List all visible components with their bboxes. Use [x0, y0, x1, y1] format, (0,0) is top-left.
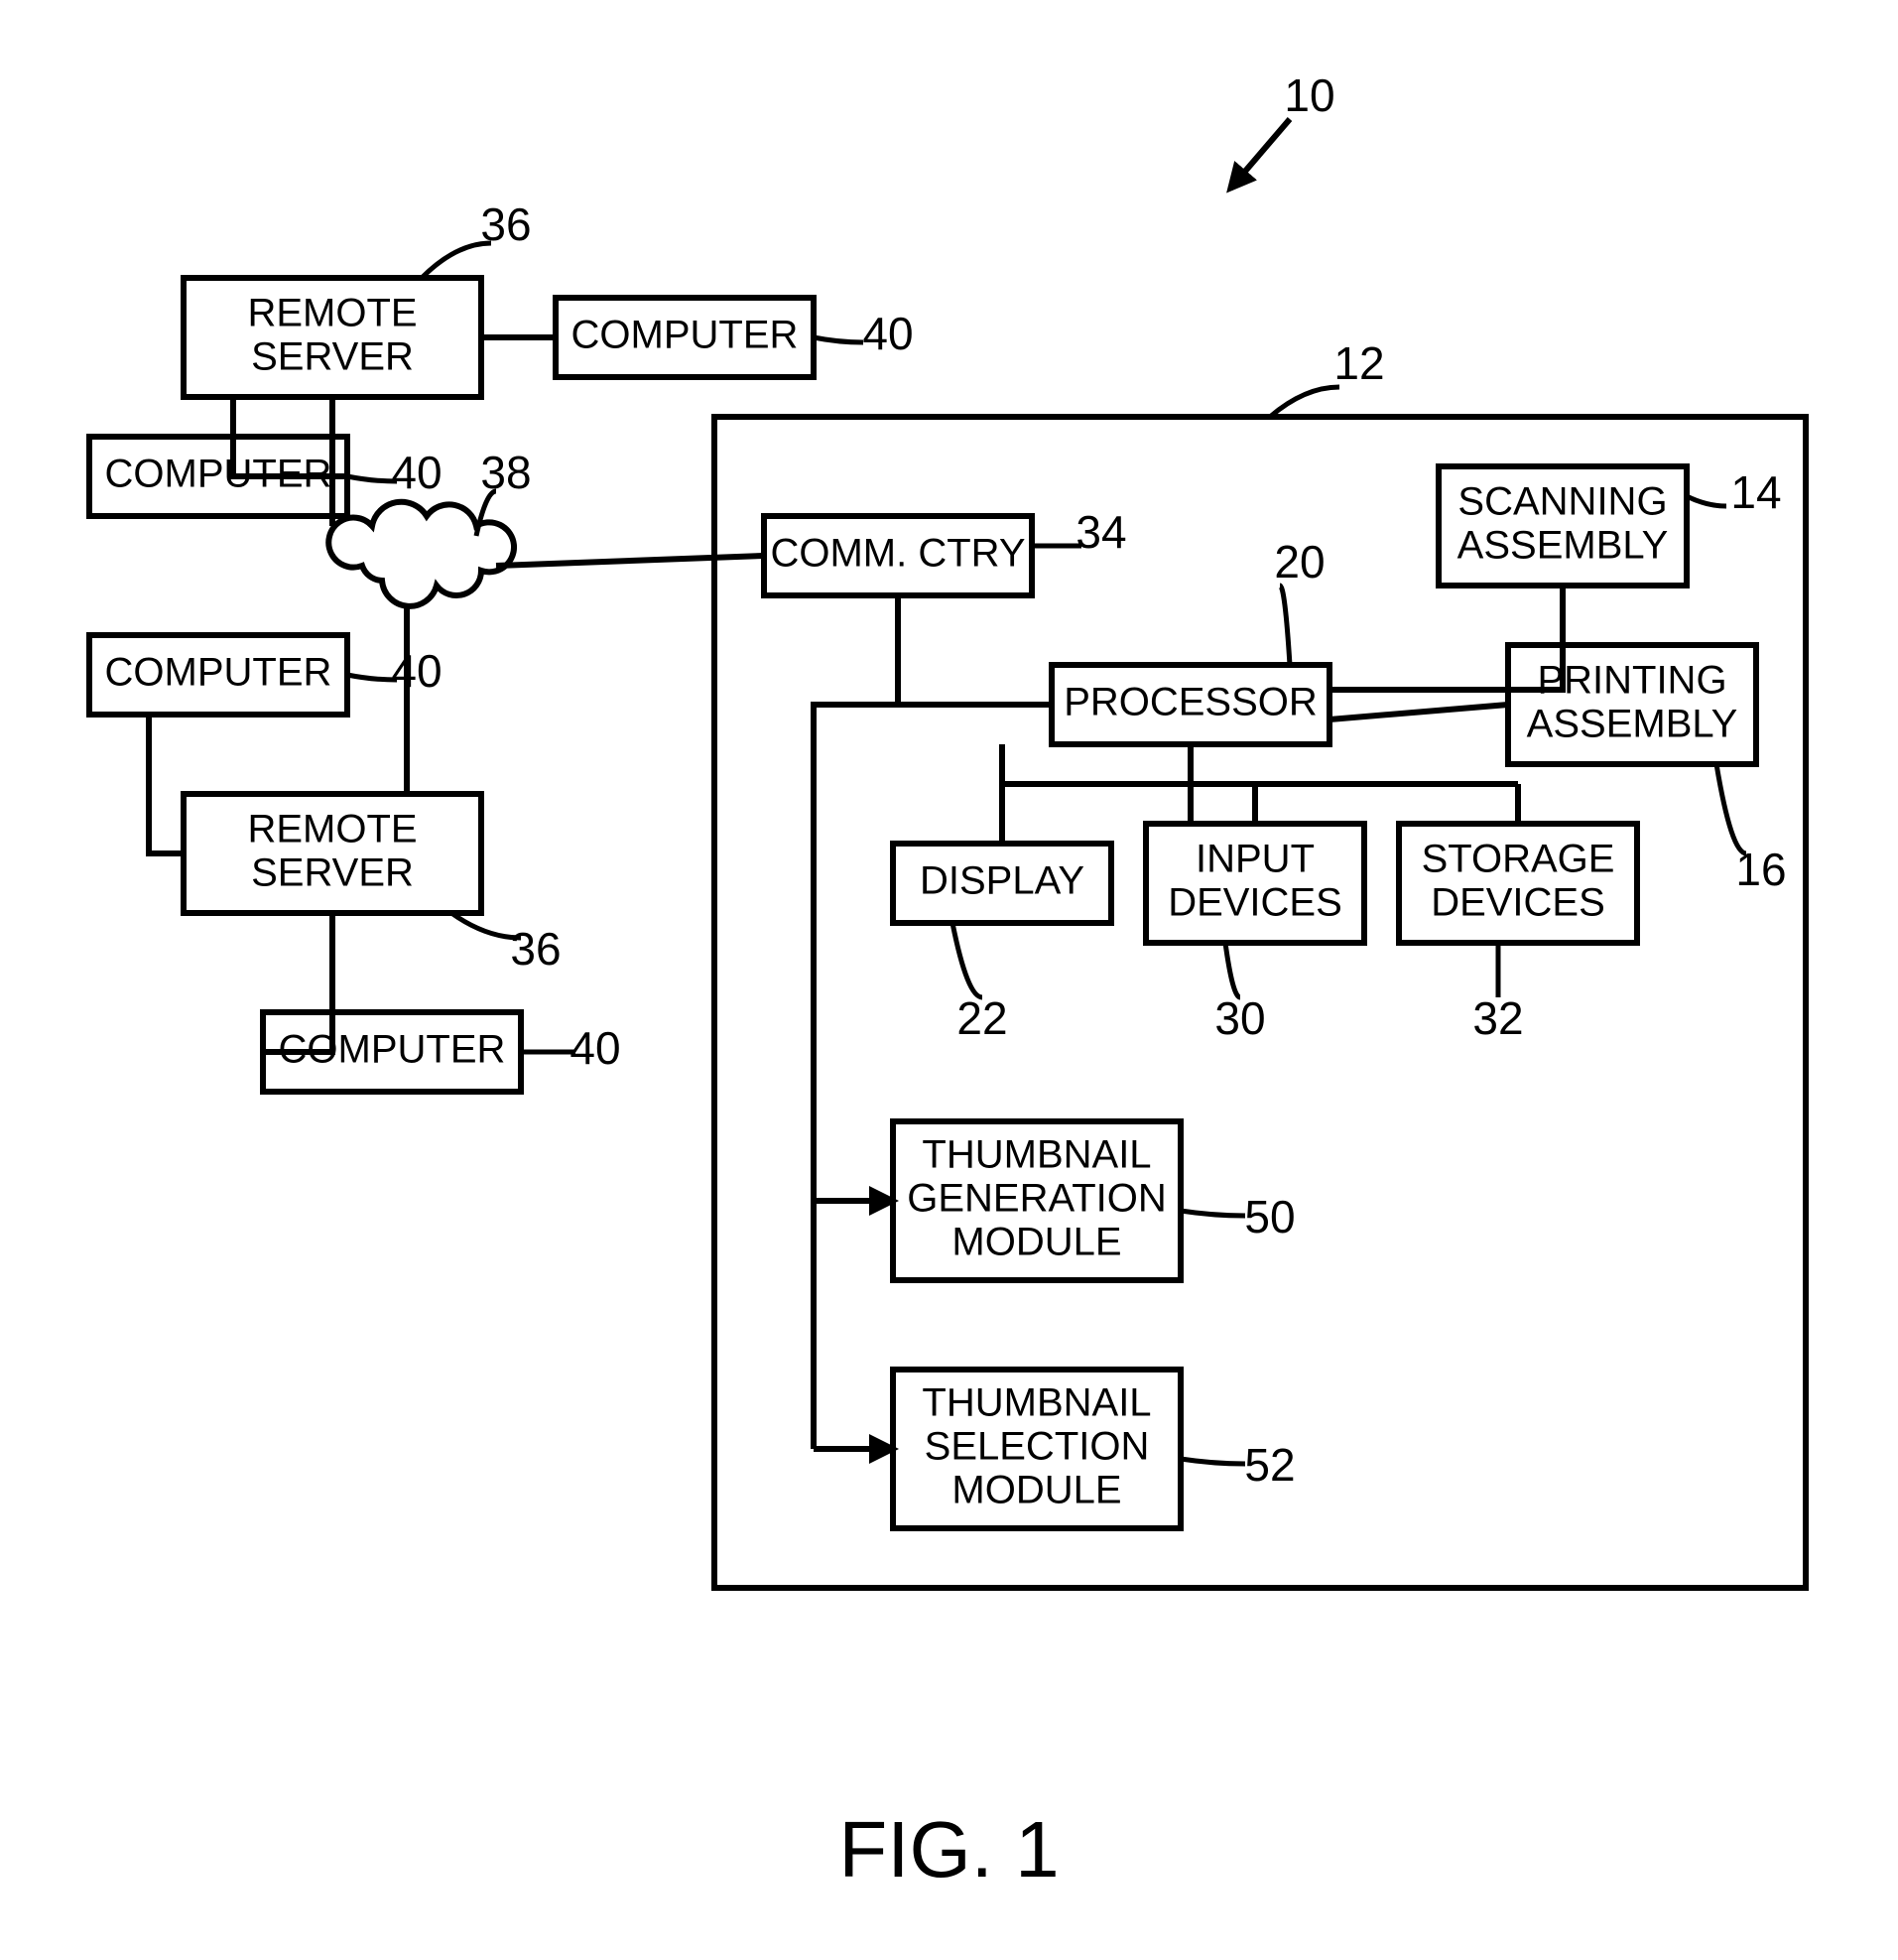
ref-32: 32 — [1472, 992, 1523, 1044]
ref-10: 10 — [1284, 69, 1334, 121]
ref-16: 16 — [1735, 844, 1786, 895]
ref-leader — [1181, 1211, 1245, 1216]
figure-1: REMOTESERVERCOMPUTERCOMPUTERCOMPUTERREMO… — [0, 0, 1898, 1960]
network-cloud — [328, 502, 514, 606]
ref-36: 36 — [510, 923, 561, 975]
remoteServer1-label: REMOTE — [247, 292, 417, 335]
ref-50: 50 — [1244, 1191, 1295, 1242]
printing-label: PRINTING — [1537, 659, 1726, 703]
ref-12: 12 — [1333, 337, 1384, 389]
ref-leader — [814, 337, 863, 342]
thumbGen-label: THUMBNAIL — [922, 1133, 1151, 1177]
remoteServer1-label: SERVER — [251, 335, 414, 379]
computerC-label: COMPUTER — [105, 651, 332, 695]
ref-30: 30 — [1214, 992, 1265, 1044]
connector — [496, 556, 764, 566]
connector — [1329, 705, 1508, 719]
ref-arrow-10 — [1230, 119, 1290, 189]
thumbSel-label: THUMBNAIL — [922, 1381, 1151, 1425]
storageDev-label: STORAGE — [1422, 838, 1615, 881]
ref-52: 52 — [1244, 1439, 1295, 1491]
ref-38: 38 — [480, 447, 531, 498]
processor-label: PROCESSOR — [1064, 681, 1318, 724]
ref-leader — [1225, 943, 1240, 997]
ref-leader — [1270, 387, 1339, 417]
ref-22: 22 — [956, 992, 1007, 1044]
scanning-label: SCANNING — [1457, 480, 1667, 524]
ref-40: 40 — [391, 447, 442, 498]
ref-leader — [952, 923, 982, 997]
thumbGen-label: MODULE — [951, 1221, 1121, 1264]
ref-leader — [1181, 1459, 1245, 1464]
ref-leader — [1687, 496, 1726, 506]
ref-leader — [347, 476, 397, 481]
connector — [898, 595, 1052, 705]
figure-caption: FIG. 1 — [838, 1805, 1059, 1894]
printing-label: ASSEMBLY — [1527, 703, 1738, 746]
thumbGen-label: GENERATION — [907, 1177, 1167, 1221]
display-label: DISPLAY — [920, 859, 1084, 903]
inputDev-label: INPUT — [1196, 838, 1315, 881]
thumbSel-label: MODULE — [951, 1469, 1121, 1512]
ref-14: 14 — [1730, 466, 1781, 518]
ref-36: 36 — [480, 198, 531, 250]
ref-leader — [1716, 764, 1746, 853]
ref-34: 34 — [1076, 506, 1126, 558]
ref-leader — [347, 675, 397, 680]
remoteServer2-label: REMOTE — [247, 808, 417, 851]
ref-20: 20 — [1274, 536, 1325, 588]
ref-40: 40 — [391, 645, 442, 697]
connector — [149, 715, 184, 853]
inputDev-label: DEVICES — [1168, 881, 1342, 925]
storageDev-label: DEVICES — [1431, 881, 1605, 925]
scanning-label: ASSEMBLY — [1457, 524, 1669, 568]
ref-leader — [1280, 586, 1290, 665]
thumbSel-label: SELECTION — [925, 1425, 1150, 1469]
ref-40: 40 — [569, 1022, 620, 1074]
remoteServer2-label: SERVER — [251, 851, 414, 895]
commCtry-label: COMM. CTRY — [770, 532, 1025, 576]
computerA-label: COMPUTER — [571, 314, 799, 357]
ref-40: 40 — [862, 308, 913, 359]
